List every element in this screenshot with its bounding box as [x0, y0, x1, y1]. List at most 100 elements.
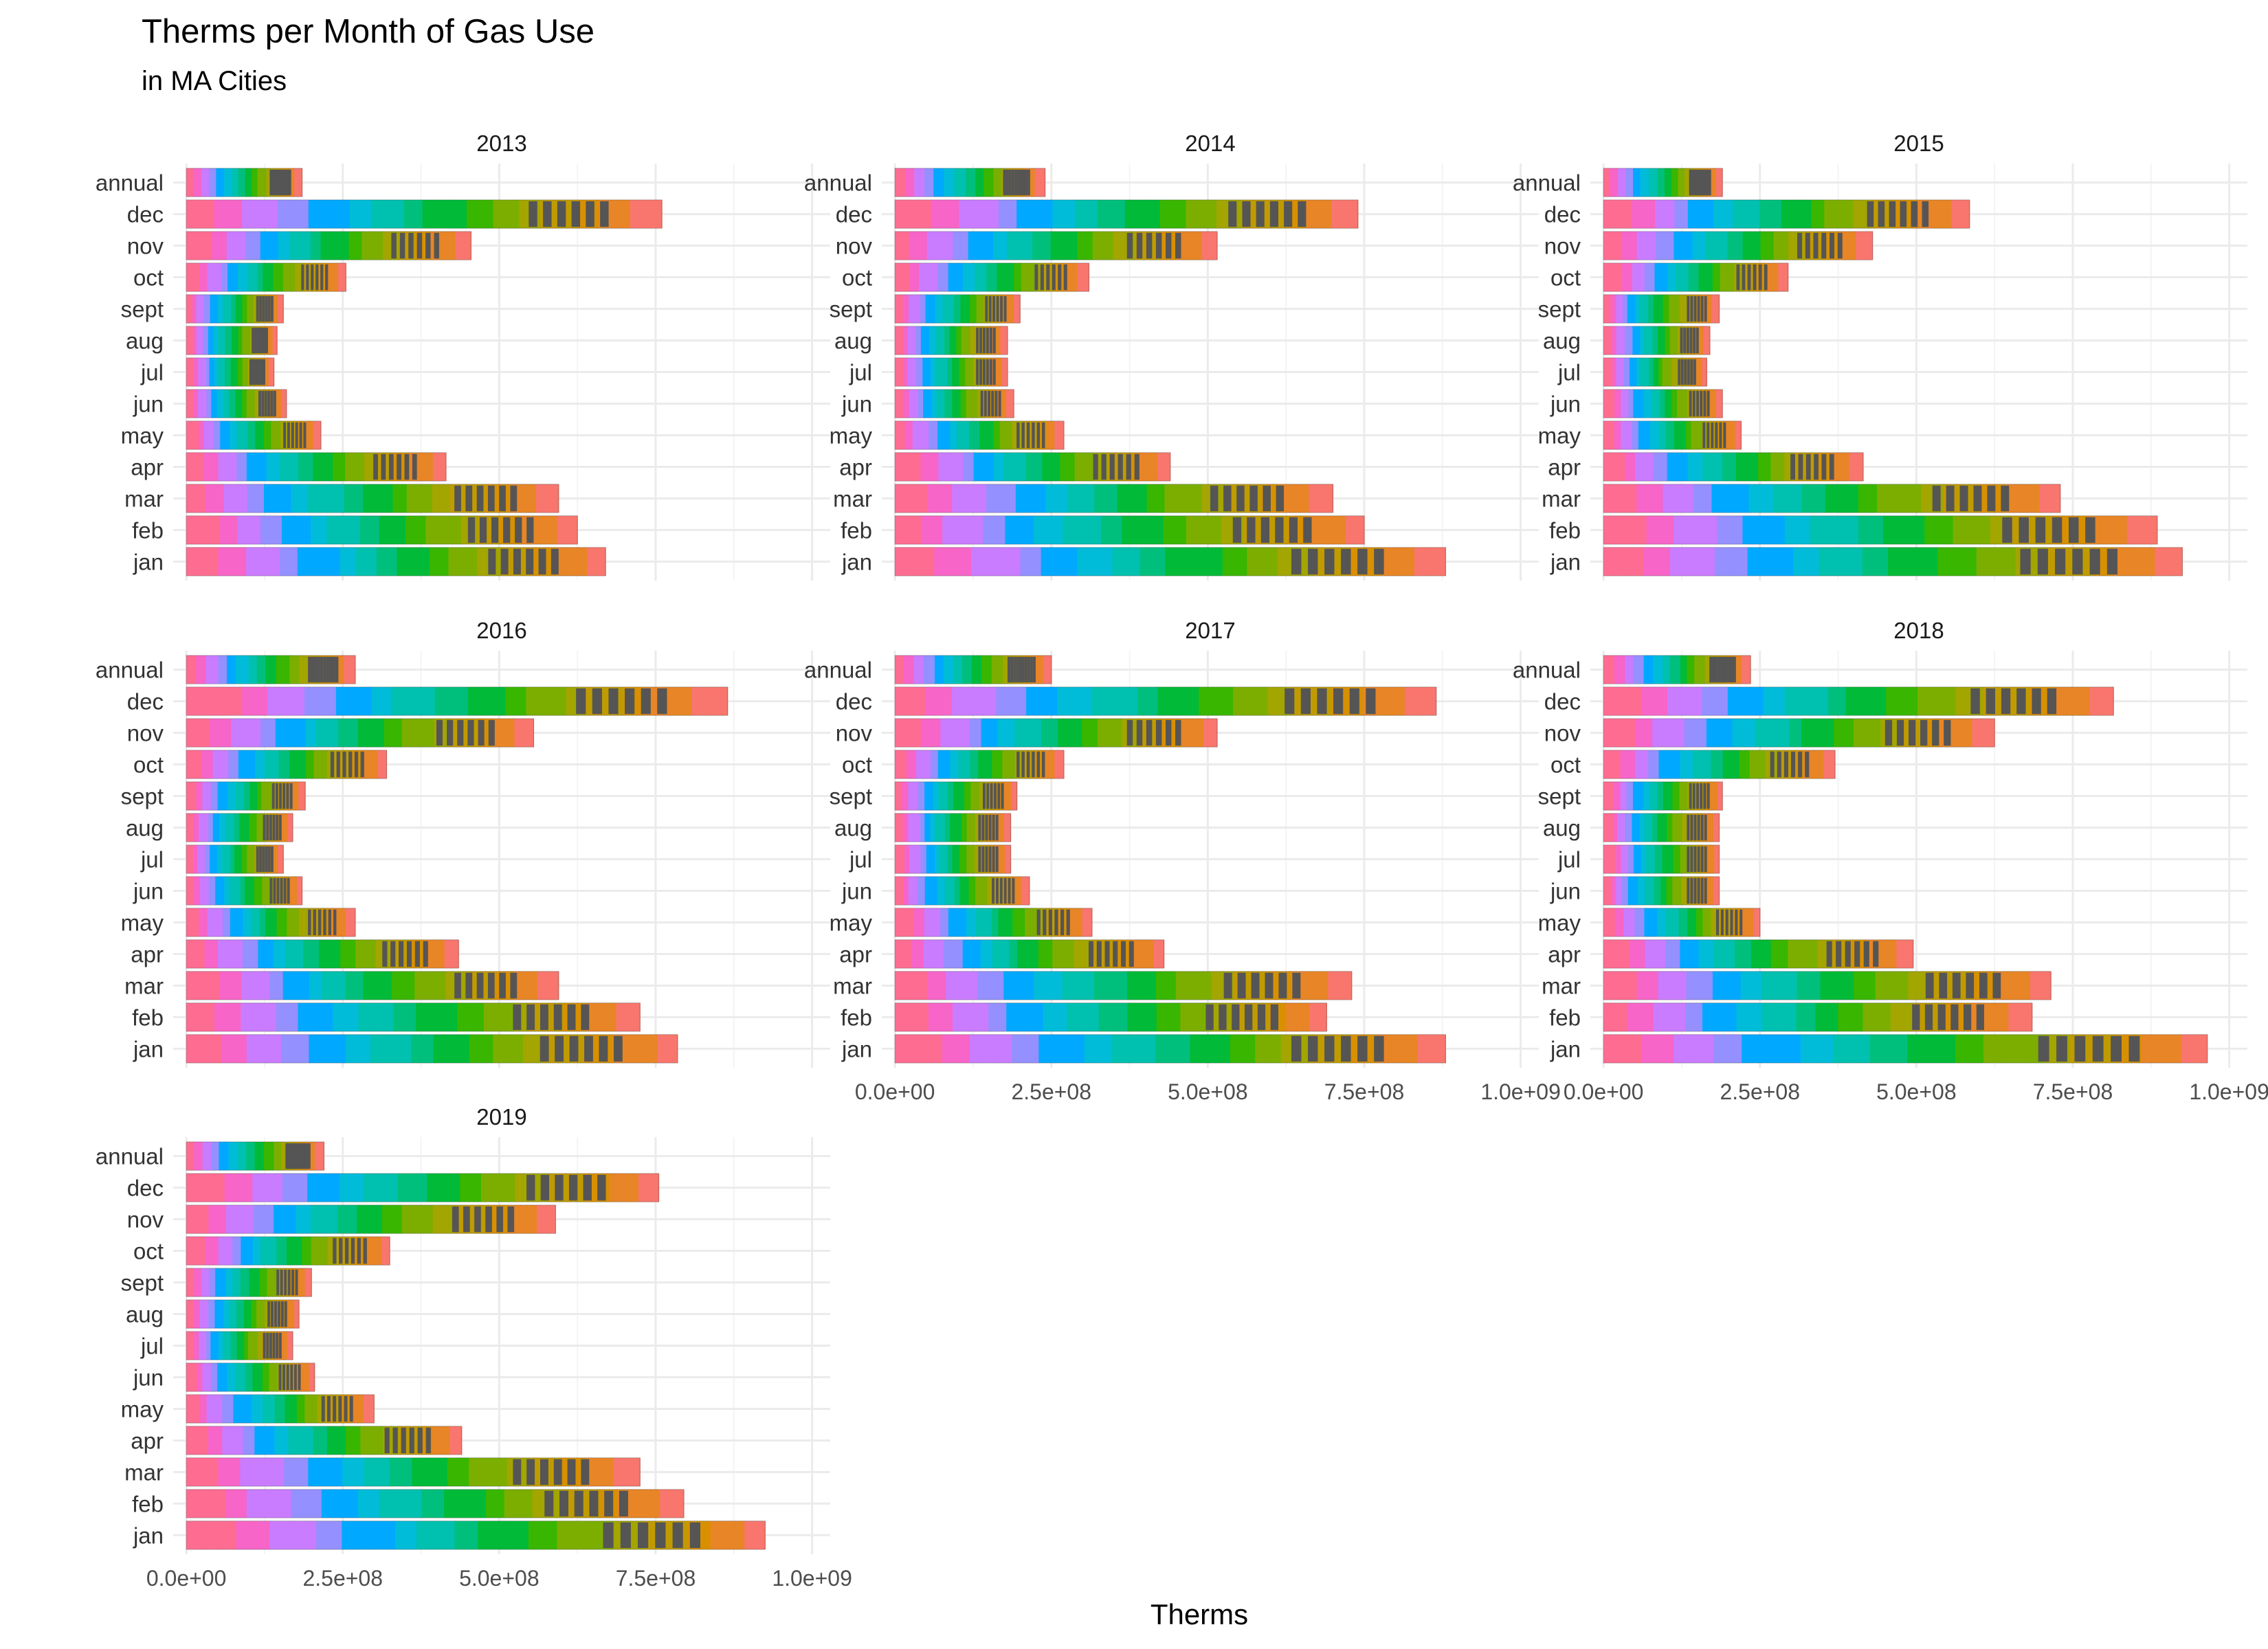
bar-segment-outline: [267, 846, 271, 873]
bar-segment-outline: [526, 1459, 535, 1485]
bar-segment: [361, 1394, 364, 1424]
bar-segment: [915, 750, 922, 779]
bar-segment: [500, 199, 513, 229]
bar-segment-outline: [584, 1035, 593, 1062]
bar-segment: [230, 1426, 238, 1455]
bar-segment: [1702, 971, 1713, 1000]
bar-segment-outline: [990, 783, 993, 809]
bar-segment: [1199, 686, 1219, 716]
y-tick-label: jul: [849, 360, 872, 385]
bar-segment: [2089, 686, 2104, 716]
bar-segment: [911, 452, 922, 482]
bar-segment-outline: [997, 783, 1001, 809]
bar-segment: [1057, 686, 1074, 716]
bar-segment: [1854, 718, 1863, 748]
bar-segment: [493, 718, 500, 748]
bar-segment: [318, 686, 337, 716]
bar-total: [1603, 547, 2183, 576]
bar-segment: [900, 655, 904, 684]
bar-segment: [216, 231, 227, 260]
bar-segment: [922, 357, 926, 387]
bar-segment: [1608, 876, 1612, 906]
bar-segment: [222, 813, 226, 842]
bar-segment: [1625, 168, 1628, 197]
bar-segment: [1216, 199, 1232, 229]
bar-segment: [241, 1236, 245, 1266]
bar-segment: [432, 1426, 437, 1455]
bar-segment: [318, 484, 332, 513]
bar-segment-outline: [1265, 972, 1274, 999]
bar-segment: [199, 1426, 209, 1455]
bar-segment: [1698, 294, 1702, 324]
bar-segment: [1710, 231, 1719, 260]
bar-segment: [1156, 1002, 1169, 1032]
bar-segment-outline: [1026, 422, 1030, 449]
bar-segment: [1230, 1034, 1245, 1064]
bar-segment: [1638, 876, 1641, 906]
bar-segment-outline: [275, 783, 278, 809]
bar-segment-outline: [295, 422, 298, 449]
bar-segment-outline: [263, 814, 266, 841]
bar-segment: [218, 1331, 221, 1360]
bar-segment-outline: [986, 783, 990, 809]
bar-segment: [972, 750, 979, 779]
bar-segment: [961, 1002, 976, 1032]
bar-segment: [1606, 655, 1611, 684]
bar-segment: [1610, 262, 1617, 292]
bar-segment: [308, 1394, 312, 1424]
bar-segment: [1603, 686, 1614, 716]
bar-segment: [308, 1457, 322, 1487]
bar-segment: [1175, 971, 1190, 1000]
bar-segment: [205, 1299, 209, 1329]
bar-total: [1603, 515, 2158, 545]
y-tick-label: jun: [841, 391, 872, 416]
bar-segment: [954, 294, 959, 324]
bar-segment: [224, 1173, 239, 1202]
bar-segment-outline: [2106, 548, 2117, 575]
bar-segment: [1647, 781, 1651, 811]
bar-segment: [186, 908, 191, 937]
bar-segment: [998, 199, 1006, 229]
bar-segment: [1836, 199, 1845, 229]
bar-segment: [1856, 231, 1865, 260]
bar-segment: [1627, 750, 1636, 779]
bar-segment: [1029, 908, 1034, 937]
bar-segment: [244, 389, 247, 418]
bar-segment: [229, 1299, 232, 1329]
bar-segment: [616, 1002, 629, 1032]
bar-segment: [188, 1299, 191, 1329]
bar-segment: [190, 750, 194, 779]
bar-segment: [1662, 357, 1665, 387]
bar-segment: [241, 1002, 249, 1032]
bar-segment: [1802, 452, 1808, 482]
bar-segment: [242, 199, 254, 229]
bar-segment: [280, 294, 284, 324]
bar-segment-outline: [1690, 295, 1693, 322]
bar-segment: [943, 655, 948, 684]
bar-segment: [961, 168, 966, 197]
bar-segment: [311, 515, 321, 545]
bar-segment: [274, 420, 278, 450]
bar-segment: [215, 1141, 220, 1171]
bar-segment-outline: [2035, 517, 2046, 543]
bar-segment: [291, 484, 302, 513]
bar-segment: [198, 547, 212, 576]
bar-segment-outline: [298, 1143, 301, 1169]
bar-segment: [210, 168, 214, 197]
y-tick-label: annual: [804, 170, 872, 196]
bar-segment: [234, 1268, 237, 1297]
y-tick-label: nov: [836, 721, 873, 746]
bar-segment: [974, 781, 977, 811]
bar-segment-outline: [2032, 688, 2041, 715]
bar-segment: [927, 655, 931, 684]
bar-segment: [222, 844, 226, 874]
bar-segment: [1722, 750, 1727, 779]
bar-segment-outline: [280, 169, 283, 196]
bar-segment: [1146, 484, 1155, 513]
bar-segment: [977, 781, 980, 811]
bar-segment: [1611, 326, 1615, 355]
y-tick-label: jul: [140, 1334, 164, 1359]
bar-segment-outline: [1001, 783, 1004, 809]
bar-segment: [652, 1173, 660, 1202]
bar-segment: [1887, 1034, 1908, 1064]
